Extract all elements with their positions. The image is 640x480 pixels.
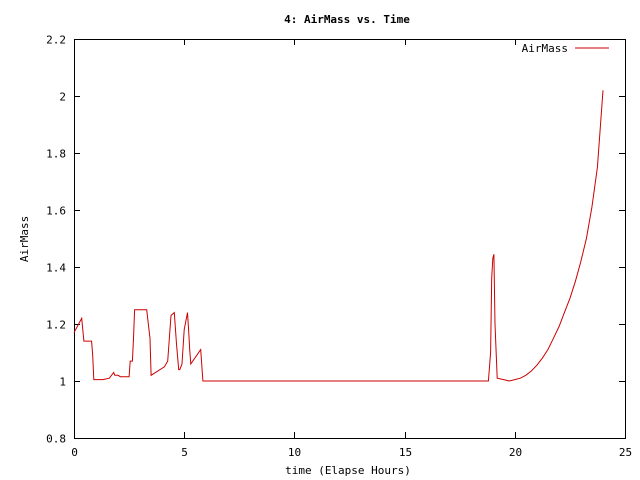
y-tick-label: 2 — [59, 91, 66, 104]
legend-label-airmass: AirMass — [522, 42, 568, 55]
x-axis-label: time (Elapse Hours) — [285, 464, 411, 477]
x-tick-label: 15 — [399, 446, 412, 459]
chart-title: 4: AirMass vs. Time — [284, 13, 410, 26]
x-tick-label: 5 — [181, 446, 188, 459]
x-tick-label: 25 — [619, 446, 632, 459]
legend: AirMass — [522, 42, 609, 55]
y-tick-label: 0.8 — [46, 433, 66, 446]
y-tick-label: 1 — [59, 376, 66, 389]
x-tick-label: 10 — [288, 446, 301, 459]
x-tick-label: 20 — [509, 446, 522, 459]
y-tick-label: 2.2 — [46, 34, 66, 47]
series-line-airmass — [73, 90, 604, 382]
y-tick-label: 1.8 — [46, 148, 66, 161]
ticks: 0 5 10 15 20 25 0.8 1 1.2 1.4 1.6 1.8 2 2.2 — [46, 34, 632, 460]
y-axis-label: AirMass — [18, 216, 31, 262]
y-tick-label: 1.6 — [46, 205, 66, 218]
y-tick-label: 1.4 — [46, 262, 66, 275]
y-tick-label: 1.2 — [46, 319, 66, 332]
series-lines — [73, 90, 604, 382]
plot-frame — [74, 39, 626, 439]
x-tick-label: 0 — [71, 446, 78, 459]
axes — [74, 39, 626, 439]
